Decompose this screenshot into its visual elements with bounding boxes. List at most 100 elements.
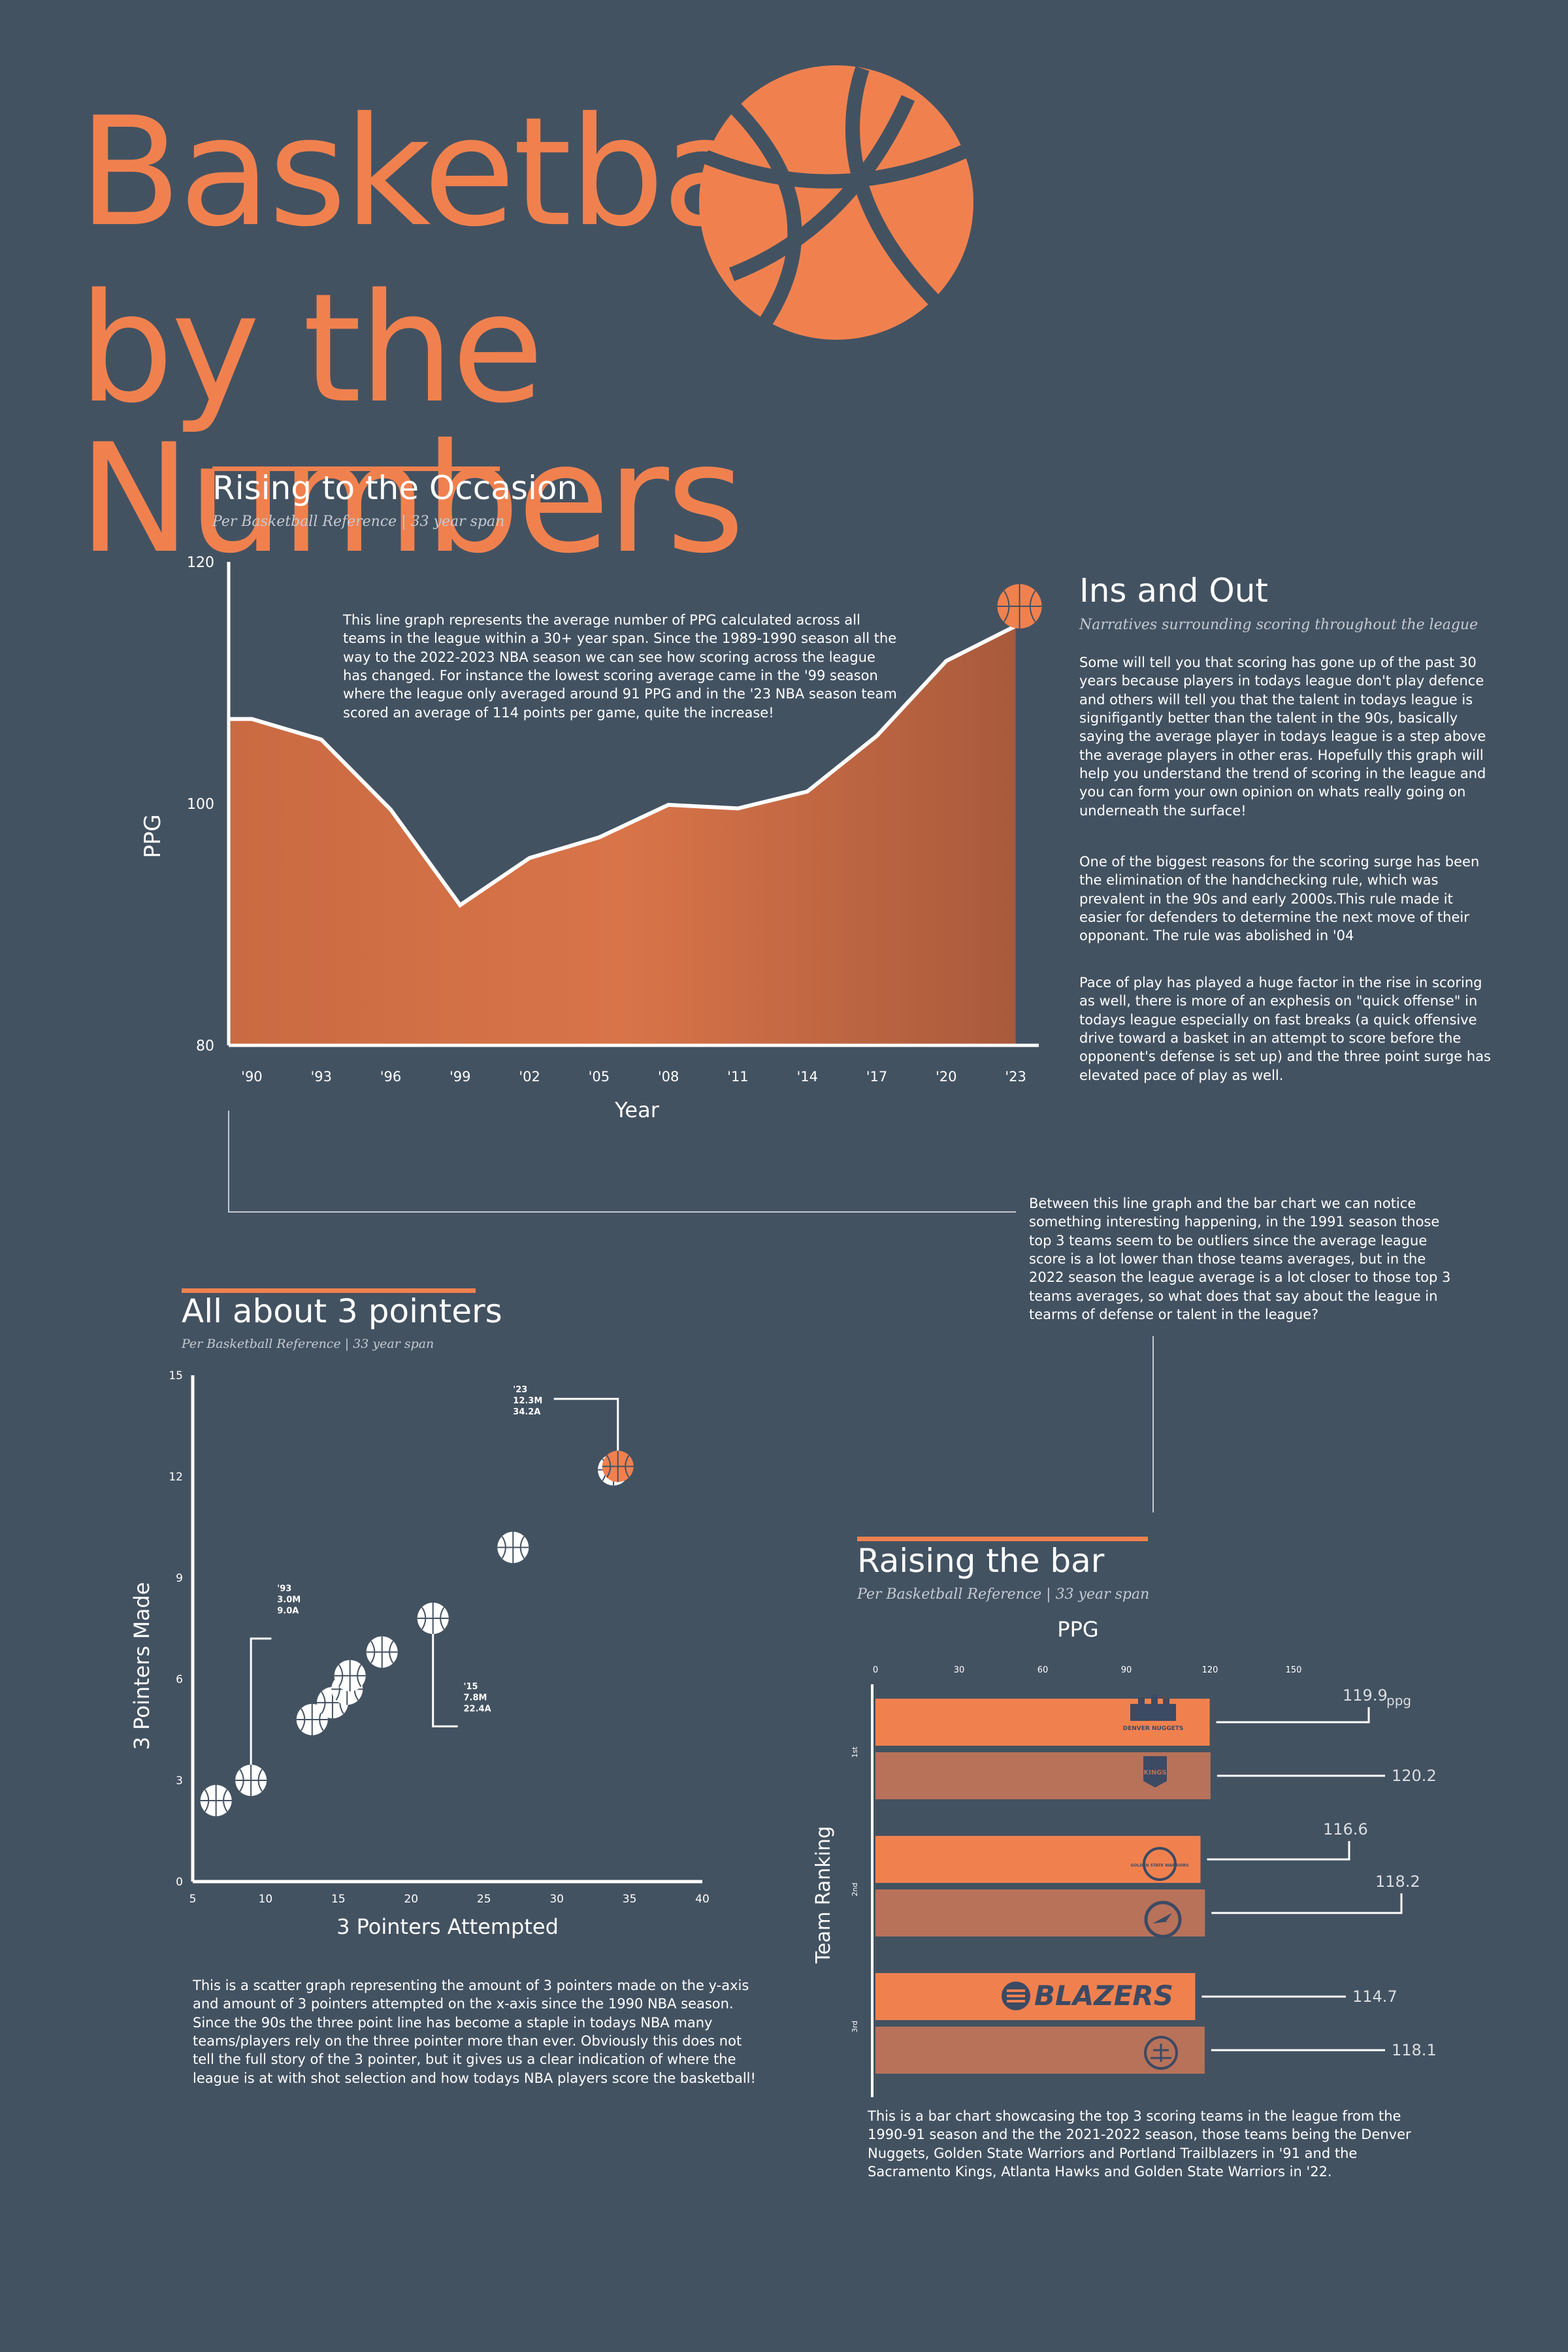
ins-out-paragraph-2: One of the biggest reasons for the scori…: [1079, 854, 1480, 944]
bar-label-leader: [1207, 1841, 1350, 1861]
bar-description: This is a bar chart showcasing the top 3…: [868, 2108, 1411, 2180]
line-x-tick-label: '02: [519, 1069, 540, 1085]
warriors-logo-icon: GOLDEN STATE WARRIORS: [1131, 1847, 1188, 1881]
scatter-annotation-text: '93: [277, 1584, 291, 1594]
line-x-tick-label: '17: [866, 1069, 888, 1085]
scatter-x-tick-label: 35: [623, 1893, 637, 1906]
bar-x-tick-label: 120: [1202, 1665, 1218, 1675]
bar-value-label: 116.6: [1323, 1820, 1368, 1838]
bar-value-label: 120.2: [1392, 1767, 1437, 1785]
bar-value-label: 118.1: [1392, 2041, 1437, 2059]
line-section-accent: [212, 466, 500, 471]
bar-1991: [875, 1973, 1196, 2020]
scatter-section-accent: [182, 1288, 476, 1293]
bar-x-tick-label: 30: [954, 1665, 965, 1675]
scatter-annotation-text: 22.4A: [464, 1705, 491, 1714]
line-x-tick-label: '05: [589, 1069, 610, 1085]
bar-1991: [875, 1836, 1201, 1883]
bar-value-label: 118.2: [1375, 1872, 1420, 1891]
scatter-point: [235, 1765, 267, 1796]
bar-x-tick-label: 90: [1121, 1665, 1132, 1675]
line-section-title: Rising to the Occasion: [212, 469, 578, 507]
nuggets-logo-text: DENVER NUGGETS: [1123, 1725, 1184, 1732]
bar-x-axis-label: PPG: [1057, 1617, 1098, 1642]
basketball-logo-icon: [699, 65, 973, 340]
scatter-x-axis-label: 3 Pointers Attempted: [336, 1914, 559, 1939]
line-x-tick-label: '20: [936, 1069, 957, 1085]
bar-2022: [875, 1889, 1205, 1936]
line-y-tick-label: 100: [187, 796, 214, 813]
blazers-logo-icon: BLAZERS: [1002, 1980, 1173, 2012]
bar-section-subtitle: Per Basketball Reference | 33 year span: [857, 1586, 1150, 1603]
line-y-axis-label: PPG: [140, 814, 166, 858]
line-x-tick-label: '90: [241, 1069, 263, 1085]
scatter-annotation-text: '15: [464, 1682, 478, 1692]
scatter-y-tick-label: 9: [176, 1572, 183, 1585]
scatter-y-tick-label: 3: [176, 1774, 183, 1788]
scatter-x-tick-label: 40: [695, 1893, 710, 1906]
bar-ppg-unit: ppg: [1386, 1693, 1411, 1708]
scatter-annotation-text: 12.3M: [513, 1396, 542, 1406]
bar-category-label: 2nd: [851, 1883, 859, 1897]
scatter-annotation-text: '23: [513, 1385, 527, 1395]
bar-category-label: 1st: [851, 1746, 859, 1758]
scatter-point: [334, 1659, 366, 1691]
scatter-y-tick-label: 15: [169, 1369, 183, 1382]
line-y-tick-label: 120: [187, 555, 214, 571]
nuggets-logo-icon: DENVER NUGGETS: [1123, 1695, 1184, 1732]
scatter-annotation-leader: [432, 1633, 458, 1727]
line-section-subtitle: Per Basketball Reference | 33 year span: [212, 514, 505, 530]
scatter-annotation-leader: [250, 1637, 272, 1766]
bar-section-title: Raising the bar: [857, 1542, 1105, 1580]
bar-x-tick-label: 0: [873, 1665, 878, 1675]
line-y-tick-label: 80: [196, 1038, 214, 1054]
bar-y-axis-label: Team Ranking: [812, 1826, 835, 1964]
scatter-x-tick-label: 20: [404, 1893, 418, 1906]
bar-value-label: 119.9: [1343, 1686, 1388, 1705]
line-x-tick-label: '23: [1005, 1069, 1026, 1085]
line-x-tick-label: '08: [658, 1069, 679, 1085]
bar-label-leader: [1216, 1707, 1370, 1723]
ins-out-paragraph-1: Some will tell you that scoring has gone…: [1079, 655, 1486, 819]
kings-logo-text: KINGS: [1143, 1769, 1166, 1776]
blazers-logo-text: BLAZERS: [1034, 1980, 1173, 2012]
scatter-y-tick-label: 0: [176, 1876, 183, 1889]
line-x-tick-label: '99: [449, 1069, 471, 1085]
scatter-point: [366, 1636, 398, 1668]
ins-out-subtitle: Narratives surrounding scoring throughou…: [1079, 617, 1478, 633]
line-area-fill: [229, 626, 1016, 1045]
line-x-tick-label: '11: [727, 1069, 749, 1085]
bar-value-label: 114.7: [1352, 1987, 1397, 2006]
bar-2022: [875, 2027, 1205, 2074]
line-x-tick-label: '96: [380, 1069, 402, 1085]
scatter-section-subtitle: Per Basketball Reference | 33 year span: [182, 1337, 434, 1351]
line-series-ppg: [229, 624, 1017, 908]
scatter-point-highlight: [602, 1450, 634, 1482]
kings-logo-icon: KINGS: [1143, 1756, 1167, 1788]
scatter-section-title: All about 3 pointers: [182, 1292, 502, 1330]
scatter-x-tick-label: 5: [189, 1893, 197, 1906]
scatter-y-axis-label: 3 Pointers Made: [129, 1582, 154, 1750]
bar-x-tick-label: 60: [1037, 1665, 1049, 1675]
line-x-tick-label: '93: [310, 1069, 332, 1085]
scatter-point: [200, 1785, 232, 1816]
scatter-annotation-leader: [553, 1397, 619, 1452]
ins-out-paragraph-3: Pace of play has played a huge factor in…: [1079, 975, 1491, 1083]
line-endpoint-ball-icon: [997, 584, 1042, 629]
scatter-chart: 0 3 6 9 12 15 5 10 15 20 25 30 35 40 '933.0M 9.0A '157.…: [129, 1369, 710, 1939]
scatter-annotation-text: 7.8M: [464, 1693, 487, 1703]
ins-out-title: Ins and Out: [1079, 572, 1268, 610]
line-x-axis-label: Year: [614, 1098, 660, 1122]
scatter-y-tick-label: 6: [176, 1673, 183, 1686]
bar-chart: PPG Team Ranking 0 30 60 90 120 1501st2nd3rd …: [812, 1617, 1437, 2097]
scatter-x-tick-label: 25: [477, 1893, 491, 1906]
scatter-annotation-text: 34.2A: [513, 1407, 540, 1417]
line-chart: 80 100 120 '90 '93 '96 '99 '02 '05 '08 '11 '14 '17 '2…: [140, 555, 1042, 1122]
bar-label-leader: [1211, 1893, 1403, 1914]
bar-x-tick-label: 150: [1286, 1665, 1302, 1675]
scatter-y-tick-label: 12: [169, 1471, 183, 1484]
scatter-x-tick-label: 30: [549, 1893, 564, 1906]
bar-section-accent: [857, 1537, 1148, 1541]
hawks-logo-icon: [1144, 1901, 1182, 1938]
